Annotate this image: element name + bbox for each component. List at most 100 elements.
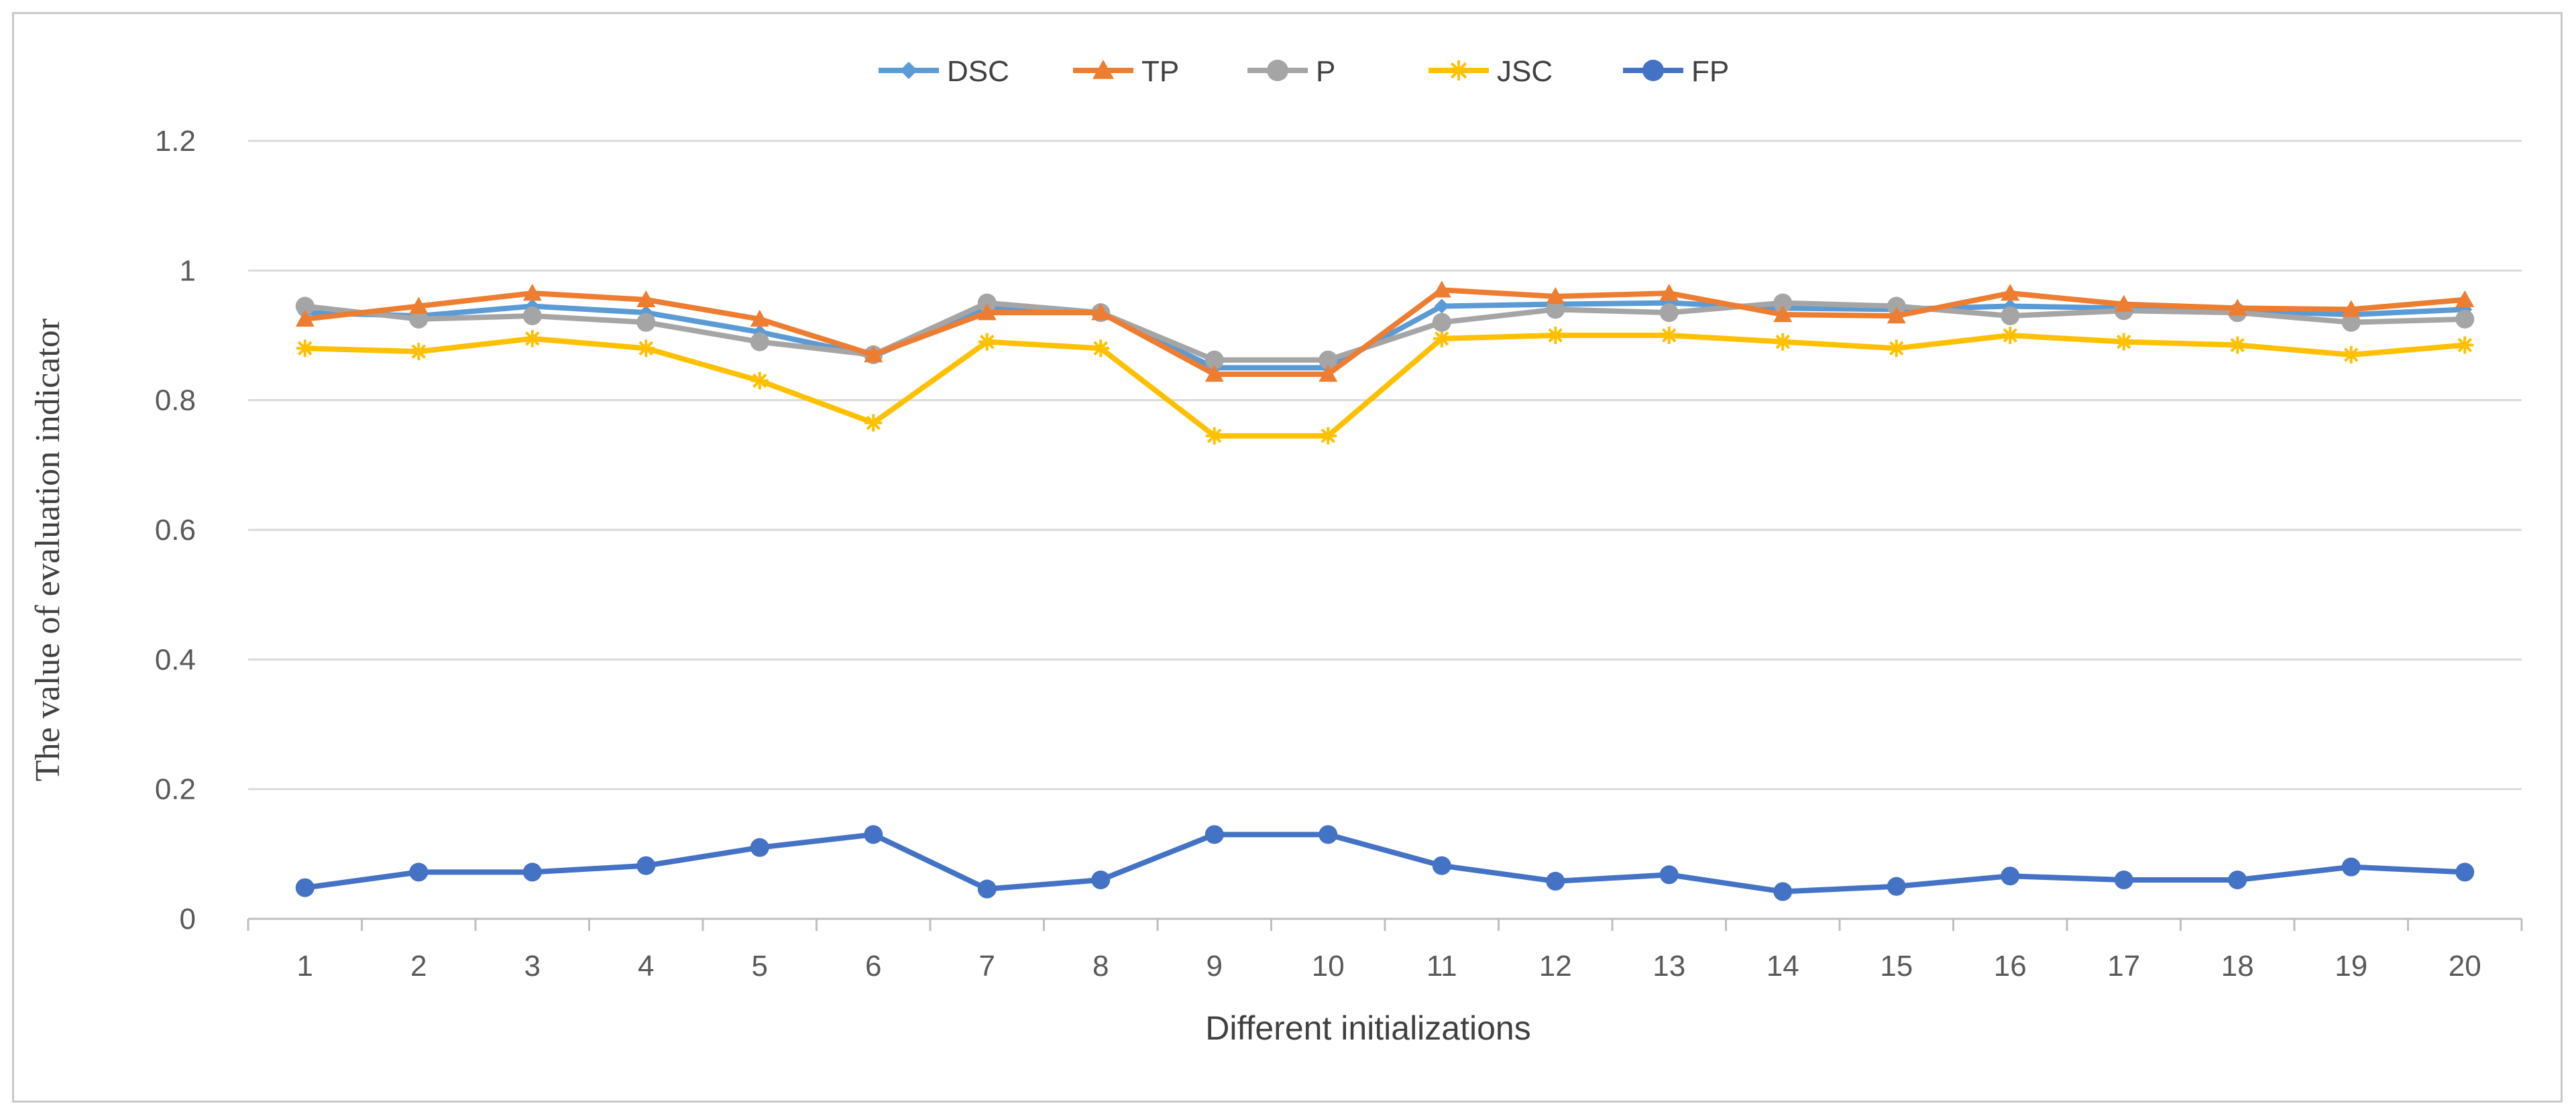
data-point-p — [977, 293, 997, 313]
data-point-p — [750, 332, 769, 351]
y-tick-label: 0 — [180, 903, 196, 936]
data-point-fp — [1546, 871, 1565, 891]
legend: DSC TP P JSC FP — [879, 55, 1729, 88]
data-point-p — [1887, 296, 1906, 316]
x-tick-label: 10 — [1312, 950, 1345, 983]
data-point-fp — [522, 862, 542, 882]
data-point-jsc — [1319, 427, 1337, 445]
data-point-fp — [2228, 871, 2247, 889]
data-point-jsc — [978, 333, 996, 351]
y-tick-label: 1.2 — [155, 125, 196, 158]
data-point-tp — [2228, 298, 2247, 316]
legend-item-dsc: DSC — [879, 55, 1009, 88]
legend-marker-dsc — [900, 62, 917, 79]
data-point-tp — [864, 345, 883, 363]
data-point-p — [2001, 306, 2020, 325]
legend-label-jsc: JSC — [1497, 55, 1553, 88]
legend-item-tp: TP — [1073, 55, 1179, 88]
series-lines — [295, 280, 2475, 901]
x-tick-label: 12 — [1539, 950, 1572, 983]
x-tick-label: 1 — [297, 950, 313, 983]
data-point-tp — [1205, 365, 1224, 382]
data-point-tp — [2114, 294, 2133, 312]
data-point-tp — [636, 290, 656, 308]
x-tick-label: 19 — [2335, 950, 2367, 983]
data-point-jsc — [750, 372, 769, 390]
legend-item-p: P — [1247, 55, 1335, 88]
data-point-jsc — [864, 414, 883, 432]
data-point-p — [2455, 309, 2475, 329]
data-point-jsc — [2115, 333, 2133, 351]
x-tick-label: 8 — [1093, 950, 1109, 983]
x-tick-label: 6 — [865, 950, 881, 983]
x-tick-label: 9 — [1207, 950, 1223, 983]
data-point-jsc — [2001, 327, 2019, 344]
data-point-tp — [1773, 305, 1793, 323]
data-point-p — [295, 296, 315, 316]
data-point-jsc — [1433, 329, 1451, 347]
data-point-jsc — [2229, 336, 2247, 354]
x-tick-label: 5 — [752, 950, 768, 983]
legend-marker-jsc — [1449, 60, 1469, 80]
legend-marker-p — [1267, 60, 1288, 81]
data-point-tp — [2001, 284, 2020, 301]
chart-frame — [12, 12, 2563, 1103]
data-point-fp — [2341, 857, 2361, 877]
legend-item-fp: FP — [1623, 55, 1729, 88]
data-point-jsc — [1887, 339, 1905, 357]
data-point-p — [409, 309, 429, 329]
legend-label-fp: FP — [1691, 55, 1729, 88]
data-point-tp — [1432, 280, 1451, 298]
data-point-p — [1319, 350, 1338, 370]
data-point-tp — [1091, 303, 1111, 321]
data-point-tp — [409, 296, 429, 314]
data-point-fp — [636, 856, 656, 875]
data-point-tp — [2341, 300, 2361, 317]
data-point-p — [2341, 313, 2361, 332]
data-point-fp — [1205, 825, 1224, 844]
data-point-p — [1432, 313, 1451, 332]
tick-labels: 00.20.40.60.811.21 2 3 4 5 6 7 8 9 10 11 12 13 14 15 16… — [155, 125, 2481, 983]
series-line-jsc — [302, 333, 2468, 439]
series-fp — [295, 825, 2475, 901]
y-tick-label: 0.6 — [155, 514, 196, 547]
data-point-p — [522, 306, 542, 325]
data-point-jsc — [1660, 327, 1678, 344]
y-tick-label: 0.8 — [155, 384, 196, 417]
x-tick-label: 20 — [2449, 950, 2481, 983]
x-tick-label: 18 — [2221, 950, 2254, 983]
data-point-p — [1659, 303, 1679, 323]
data-point-p — [1205, 350, 1224, 370]
series-line-tp — [302, 287, 2468, 377]
data-point-jsc — [1547, 327, 1565, 344]
series-line-dsc — [302, 300, 2468, 371]
data-point-fp — [1091, 871, 1111, 889]
y-tick-label: 0.2 — [155, 773, 196, 806]
data-point-fp — [750, 838, 769, 857]
series-tp — [295, 280, 2475, 382]
data-point-tp — [750, 309, 769, 327]
data-point-tp — [295, 309, 315, 327]
data-point-fp — [1319, 825, 1338, 844]
legend-label-tp: TP — [1141, 55, 1179, 88]
data-point-jsc — [523, 329, 541, 347]
data-point-fp — [864, 825, 883, 844]
x-tick-label: 2 — [410, 950, 427, 983]
data-point-tp — [1319, 365, 1338, 382]
x-tick-label: 16 — [1994, 950, 2027, 983]
x-axis-title: Different initializations — [1205, 1009, 1530, 1047]
legend-marker-fp — [1642, 60, 1664, 81]
x-tick-label: 15 — [1880, 950, 1913, 983]
data-point-fp — [2114, 871, 2133, 889]
data-point-jsc — [1205, 427, 1223, 445]
data-point-fp — [295, 878, 315, 897]
data-point-tp — [1546, 287, 1565, 304]
data-point-jsc — [410, 343, 428, 361]
data-point-p — [1546, 300, 1565, 319]
data-point-tp — [2455, 290, 2475, 308]
series-line-p — [302, 300, 2468, 363]
x-tick-label: 14 — [1767, 950, 1799, 983]
data-point-jsc — [637, 339, 655, 357]
x-tick-label: 7 — [979, 950, 995, 983]
